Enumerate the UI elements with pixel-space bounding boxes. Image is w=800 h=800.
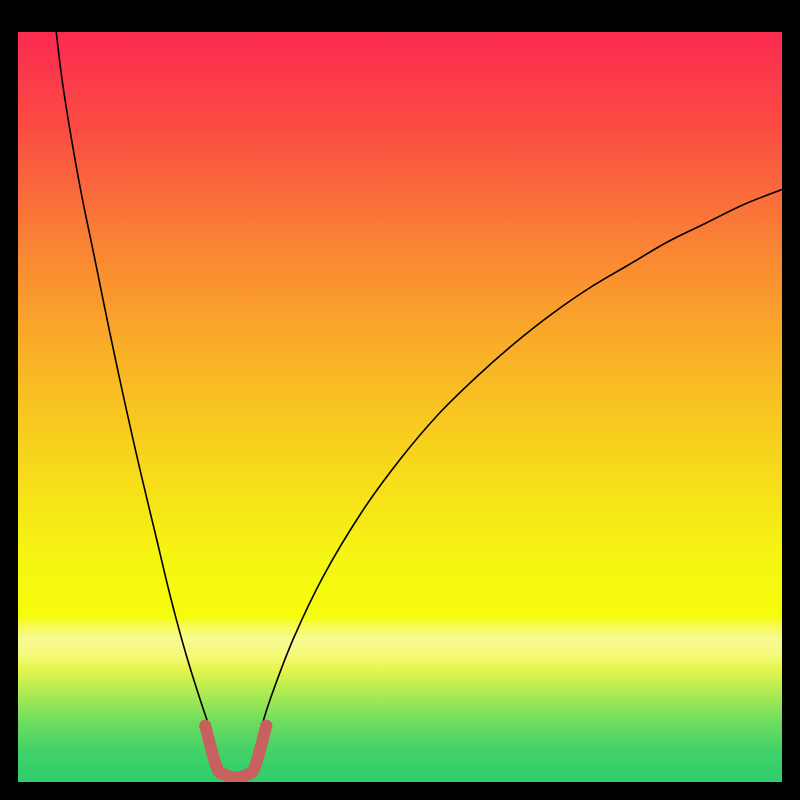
trough-dot-right bbox=[260, 720, 272, 732]
chart-svg bbox=[18, 32, 782, 782]
watermark-text: TheBottleneck.com bbox=[606, 4, 790, 27]
bottleneck-curve-right bbox=[259, 190, 782, 738]
canvas-root: TheBottleneck.com bbox=[0, 0, 800, 800]
plot-area bbox=[18, 32, 782, 782]
trough-dot-left bbox=[199, 720, 211, 732]
trough-highlight bbox=[205, 726, 266, 778]
outer-frame bbox=[0, 0, 800, 800]
bottleneck-curve-left bbox=[56, 32, 213, 737]
